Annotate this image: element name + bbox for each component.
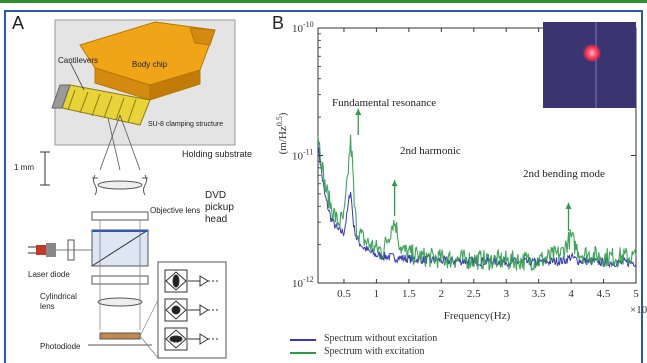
legend-label-with: Spectrum with excitation: [324, 346, 425, 357]
x-tick-label: 4.5: [597, 288, 611, 300]
cantilever-array: [61, 84, 151, 126]
label-dvd-head: DVD pickup head: [205, 190, 234, 225]
x-tick-label: 1.5: [402, 288, 416, 300]
cantilever-pointer: [69, 61, 85, 91]
frame-right-border: [641, 10, 643, 363]
chip-notch: [189, 27, 216, 46]
panel-a-schematic: [28, 19, 236, 359]
panel-b-letter: B: [272, 13, 285, 33]
x-tick-label: 5: [633, 288, 639, 300]
label-photodiode: Photodiode: [40, 342, 81, 351]
arrow-fundamental-head: [355, 108, 362, 115]
laser-spot-photo: [543, 22, 636, 108]
label-scale: 1 mm: [14, 163, 34, 172]
label-su8: SU-8 clamping structure: [148, 121, 224, 128]
top-accent-bar: [0, 0, 647, 3]
label-objective-lens: Objective lens: [150, 206, 201, 215]
x-axis-label: Frequency(Hz): [444, 310, 511, 322]
quadrant-diagrams: [164, 269, 218, 351]
annotation-2nd-harmonic: 2nd harmonic: [400, 145, 461, 157]
label-cylindrical-lens: Cylindrical lens: [40, 292, 77, 311]
laser-spot: [583, 44, 601, 62]
legend-swatch-without: [290, 339, 316, 341]
frame-top-border: [4, 10, 643, 12]
body-chip-side: [149, 69, 201, 101]
arrow-harmonic-head: [391, 180, 398, 187]
x-tick-label: 0.5: [337, 288, 351, 300]
objective-lens: [97, 180, 143, 190]
panel-a-letter: A: [12, 13, 25, 33]
y-tick-label: 10-12: [292, 275, 314, 290]
x-tick-label: 2.5: [467, 288, 481, 300]
y-tick-label: 10-10: [292, 20, 314, 35]
x-tick-label: 4: [568, 288, 574, 300]
x-tick-label: 1: [374, 288, 380, 300]
label-cantilevers: Cantilevers: [58, 56, 99, 65]
legend-label-without: Spectrum without excitation: [324, 333, 438, 344]
label-laser-diode: Laser diode: [28, 270, 70, 279]
label-holding-substrate: Holding substrate: [182, 149, 253, 159]
label-body-chip: Body chip: [132, 60, 168, 69]
series-line-1: [317, 147, 637, 269]
x-tick-label: 2: [439, 288, 445, 300]
legend-swatch-with: [290, 352, 316, 354]
arrow-bending-head: [565, 202, 572, 209]
series-line-2: [317, 134, 637, 271]
lens-mount-coils: [92, 174, 148, 196]
optics-plate-1: [91, 211, 149, 221]
photo-line: [595, 22, 597, 108]
x-tick-label: 3: [503, 288, 509, 300]
annotation-fundamental: Fundamental resonance: [332, 97, 437, 109]
photodiode: [99, 332, 141, 340]
optics-plate-2: [91, 275, 149, 285]
holding-substrate-block: [51, 84, 71, 109]
y-tick-label: 10-11: [292, 148, 313, 163]
laser-diode: [28, 239, 92, 261]
y-axis-label: (m/Hz0.5): [275, 112, 289, 154]
annotation-2nd-bending: 2nd bending mode: [523, 168, 605, 180]
frame-left-border: [4, 10, 6, 363]
x-tick-label: 3.5: [532, 288, 546, 300]
x-exponent-label: ×10: [630, 304, 647, 316]
cylindrical-lens: [97, 297, 143, 307]
